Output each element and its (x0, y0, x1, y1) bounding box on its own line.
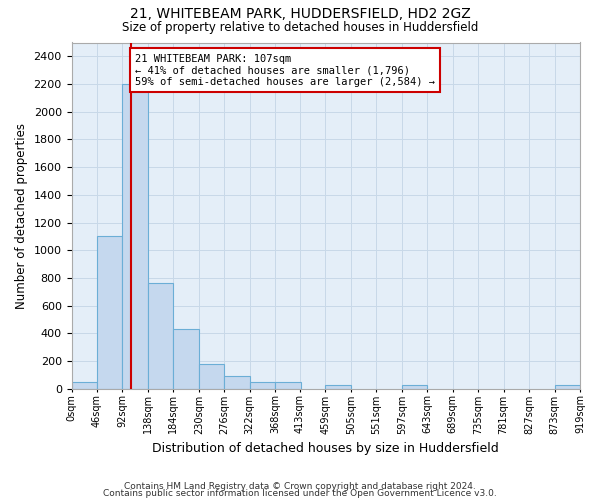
X-axis label: Distribution of detached houses by size in Huddersfield: Distribution of detached houses by size … (152, 442, 499, 455)
Bar (325, 384, 351, 388)
Text: 21 WHITEBEAM PARK: 107sqm
← 41% of detached houses are smaller (1,796)
59% of se: 21 WHITEBEAM PARK: 107sqm ← 41% of detac… (135, 54, 435, 87)
Text: 21, WHITEBEAM PARK, HUDDERSFIELD, HD2 2GZ: 21, WHITEBEAM PARK, HUDDERSFIELD, HD2 2G… (130, 8, 470, 22)
Bar (199, 364, 224, 388)
Bar (148, 284, 173, 389)
Text: Contains public sector information licensed under the Open Government Licence v3: Contains public sector information licen… (103, 490, 497, 498)
Text: Contains HM Land Registry data © Crown copyright and database right 2024.: Contains HM Land Registry data © Crown c… (124, 482, 476, 491)
Y-axis label: Number of detached properties: Number of detached properties (15, 122, 28, 308)
Bar (402, 384, 427, 388)
Bar (224, 376, 250, 388)
Text: Size of property relative to detached houses in Huddersfield: Size of property relative to detached ho… (122, 21, 478, 34)
Bar (250, 382, 275, 388)
Bar (173, 329, 199, 388)
Bar (97, 236, 122, 388)
Bar (275, 382, 301, 388)
Bar (122, 84, 148, 388)
Bar (554, 384, 580, 388)
Bar (71, 382, 97, 388)
